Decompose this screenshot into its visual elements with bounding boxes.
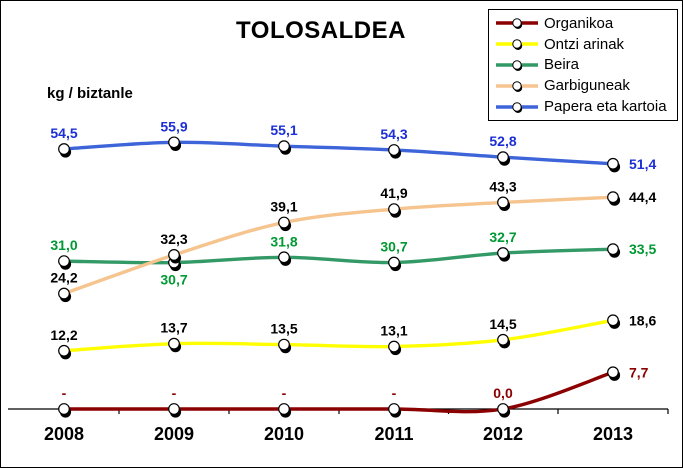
data-label-ontzi-arinak-2009: 13,7 (160, 320, 187, 336)
data-label-organikoa-2013: 7,7 (629, 364, 649, 380)
legend-item-ontzi-arinak: Ontzi arinak (495, 37, 675, 52)
x-axis-label-2009: 2009 (153, 424, 195, 444)
legend-label: Ontzi arinak (544, 35, 625, 53)
data-label-papera-eta-kartoia-2013: 51,4 (629, 156, 656, 172)
data-label-beira-2010: 31,8 (270, 233, 297, 249)
data-label-papera-eta-kartoia-2011: 54,3 (380, 126, 407, 142)
marker-ontzi-arinak-2011 (388, 340, 400, 353)
marker-papera-eta-kartoia-2013 (607, 157, 619, 170)
data-label-beira-2008: 31,0 (50, 237, 77, 253)
legend-swatch-icon (496, 39, 538, 51)
marker-organikoa-2010 (278, 403, 290, 415)
marker-garbiguneak-2009 (168, 249, 180, 261)
legend-item-organikoa: Organikoa (495, 16, 675, 31)
marker-garbiguneak-2012 (497, 196, 509, 209)
legend-swatch-icon (496, 60, 538, 71)
data-label-garbiguneak-2013: 44,4 (629, 189, 656, 205)
marker-papera-eta-kartoia-2008 (58, 143, 70, 155)
legend-item-beira: Beira (495, 57, 675, 72)
data-label-garbiguneak-2011: 41,9 (380, 185, 407, 201)
data-label-garbiguneak-2010: 39,1 (270, 198, 297, 214)
data-label-ontzi-arinak-2010: 13,5 (270, 321, 297, 337)
y-axis-unit-label: kg / biztanle (47, 85, 133, 102)
marker-organikoa-2013 (607, 366, 619, 379)
data-label-papera-eta-kartoia-2010: 55,1 (270, 122, 297, 138)
x-axis-label-2010: 2010 (263, 424, 305, 444)
legend-item-garbiguneak: Garbiguneak (495, 78, 675, 93)
legend-label: Papera eta kartoia (544, 98, 667, 116)
legend-swatch-icon (496, 18, 538, 30)
series-line-organikoa (62, 370, 615, 414)
data-label-organikoa-2012: 0,0 (493, 385, 513, 401)
x-axis-label-2012: 2012 (482, 424, 524, 444)
marker-papera-eta-kartoia-2012 (497, 151, 509, 164)
x-axis-label-2013: 2013 (592, 424, 634, 444)
data-label-beira-2011: 30,7 (380, 239, 407, 255)
marker-garbiguneak-2011 (388, 203, 400, 216)
data-label-organikoa-2009: - (172, 385, 177, 401)
series-line-ontzi-arinak (62, 318, 615, 353)
data-label-papera-eta-kartoia-2008: 54,5 (50, 125, 77, 141)
data-label-organikoa-2008: - (62, 385, 67, 401)
marker-garbiguneak-2013 (607, 191, 619, 204)
marker-ontzi-arinak-2008 (58, 344, 70, 357)
legend-label: Beira (544, 56, 580, 74)
data-label-ontzi-arinak-2008: 12,2 (50, 327, 77, 343)
series-line-garbiguneak (62, 195, 615, 296)
marker-organikoa-2011 (388, 403, 400, 415)
legend-swatch-icon (496, 81, 538, 92)
legend-label: Garbiguneak (544, 77, 630, 95)
data-label-beira-2009: 30,7 (160, 272, 187, 288)
data-label-garbiguneak-2012: 43,3 (489, 178, 516, 194)
data-label-garbiguneak-2008: 24,2 (50, 270, 77, 286)
series-line-papera-eta-kartoia (62, 140, 615, 166)
marker-papera-eta-kartoia-2011 (388, 144, 400, 156)
data-label-papera-eta-kartoia-2009: 55,9 (160, 118, 187, 134)
marker-ontzi-arinak-2012 (497, 333, 509, 346)
data-label-papera-eta-kartoia-2012: 52,8 (489, 133, 516, 149)
data-label-beira-2012: 32,7 (489, 229, 516, 245)
series-line-beira (62, 247, 615, 265)
marker-garbiguneak-2008 (58, 287, 70, 300)
marker-beira-2013 (607, 243, 619, 256)
x-axis-label-2008: 2008 (43, 424, 85, 444)
legend-item-papera-eta-kartoia: Papera eta kartoia (495, 99, 675, 114)
legend: Organikoa Ontzi arinak Beira Garbiguneak Pap… (488, 9, 678, 121)
marker-ontzi-arinak-2010 (278, 338, 290, 351)
data-label-ontzi-arinak-2013: 18,6 (629, 312, 656, 328)
marker-ontzi-arinak-2009 (168, 337, 180, 350)
data-label-organikoa-2010: - (282, 385, 287, 401)
legend-label: Organikoa (544, 14, 614, 32)
legend-swatch-icon (496, 101, 538, 113)
marker-beira-2011 (388, 256, 400, 269)
marker-ontzi-arinak-2013 (607, 314, 619, 327)
marker-papera-eta-kartoia-2009 (168, 136, 180, 149)
marker-organikoa-2012 (497, 403, 509, 415)
marker-beira-2008 (58, 255, 70, 268)
marker-beira-2010 (278, 251, 290, 264)
marker-beira-2012 (497, 247, 509, 259)
marker-organikoa-2009 (168, 403, 180, 415)
marker-organikoa-2008 (58, 403, 70, 415)
marker-garbiguneak-2010 (278, 216, 290, 229)
x-axis-label-2011: 2011 (374, 424, 414, 444)
data-label-ontzi-arinak-2012: 14,5 (489, 316, 516, 332)
data-label-beira-2013: 33,5 (629, 241, 656, 257)
data-label-organikoa-2011: - (392, 385, 397, 401)
data-label-ontzi-arinak-2011: 13,1 (380, 323, 407, 339)
marker-papera-eta-kartoia-2010 (278, 140, 290, 153)
data-label-garbiguneak-2009: 32,3 (160, 231, 187, 247)
chart-title: TOLOSALDEA (236, 17, 406, 44)
